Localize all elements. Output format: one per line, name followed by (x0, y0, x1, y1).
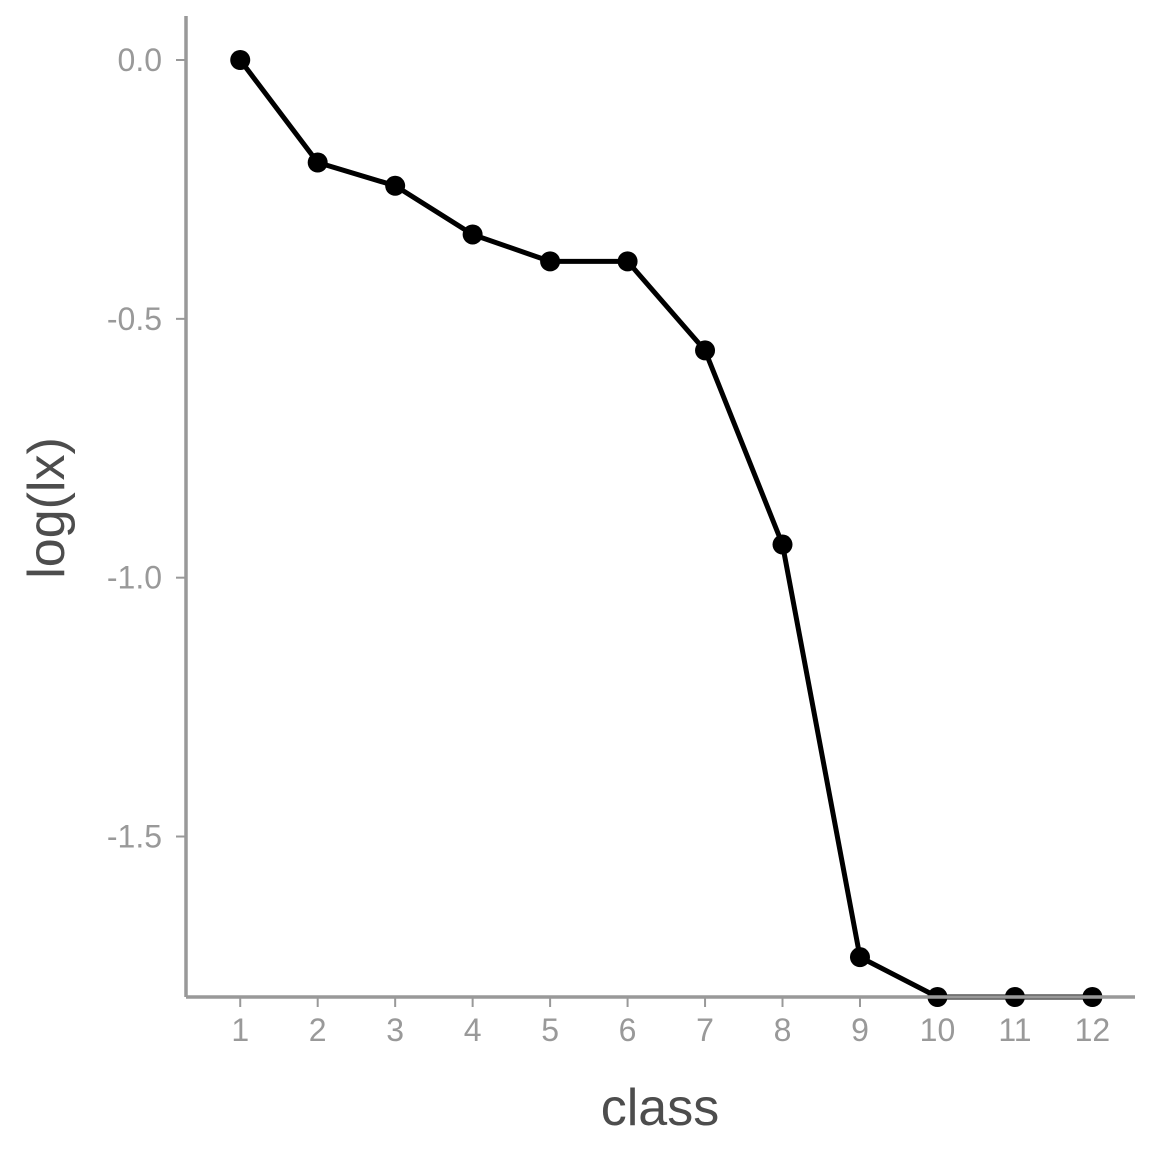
data-point (617, 251, 638, 272)
data-point (849, 947, 870, 968)
x-tick-label: 5 (541, 1012, 559, 1048)
y-axis-ticks: 0.0 -0.5 -1.0 -1.5 (107, 42, 186, 855)
data-point (230, 50, 251, 71)
x-tick-label: 2 (309, 1012, 327, 1048)
x-tick-label: 10 (920, 1012, 956, 1048)
x-axis-title: class (601, 1079, 719, 1137)
data-point (540, 251, 561, 272)
x-tick-label: 12 (1075, 1012, 1111, 1048)
series-line (238, 58, 1093, 1000)
x-tick-label: 7 (696, 1012, 714, 1048)
y-axis-title: log(lx) (18, 437, 76, 579)
data-point (385, 175, 406, 196)
y-tick-label: -1.0 (107, 560, 162, 596)
x-tick-label: 1 (231, 1012, 249, 1048)
data-point (695, 340, 716, 361)
x-tick-label: 9 (851, 1012, 869, 1048)
x-tick-label: 11 (998, 1012, 1031, 1048)
x-tick-label: 3 (386, 1012, 404, 1048)
y-tick-label: 0.0 (118, 42, 162, 78)
x-tick-label: 8 (774, 1012, 792, 1048)
y-tick-label: -0.5 (107, 301, 162, 337)
data-point (307, 152, 328, 173)
y-tick-label: -1.5 (107, 819, 162, 855)
x-tick-label: 6 (619, 1012, 637, 1048)
data-point (462, 224, 483, 245)
x-axis-ticks: 1 2 3 4 5 6 7 8 9 10 11 12 (231, 997, 1110, 1048)
x-tick-label: 4 (464, 1012, 482, 1048)
data-points (230, 50, 1103, 1007)
data-point (772, 534, 793, 555)
